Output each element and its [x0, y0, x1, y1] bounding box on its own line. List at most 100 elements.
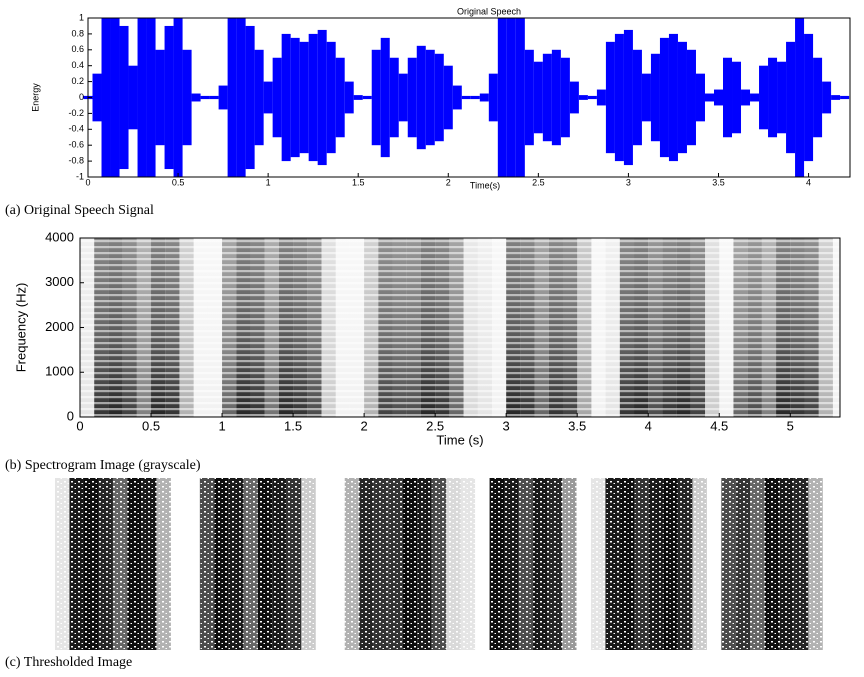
y-tick-label: 0.6 [71, 44, 84, 54]
amplitude-bar [453, 86, 462, 110]
amplitude-bar [651, 54, 660, 141]
amplitude-bar [759, 66, 768, 130]
x-tick-label: 1 [218, 418, 225, 433]
y-tick-label: 0.2 [71, 76, 84, 86]
x-tick-label: 0.5 [142, 418, 160, 433]
amplitude-bar [165, 26, 174, 169]
amplitude-bar [552, 50, 561, 145]
x-tick-label: 3.5 [712, 177, 725, 187]
amplitude-bar [606, 42, 615, 153]
y-tick-label: 2000 [45, 319, 74, 334]
amplitude-bar [444, 66, 453, 130]
x-tick-label: 2.5 [532, 177, 545, 187]
amplitude-bar [471, 96, 480, 99]
amplitude-bar [507, 18, 516, 177]
x-tick-label: 3 [503, 418, 510, 433]
amplitude-bar [264, 82, 273, 114]
amplitude-bar [489, 74, 498, 122]
y-tick-label: 3000 [45, 274, 74, 289]
amplitude-bar [786, 42, 795, 153]
amplitude-bar [255, 50, 264, 145]
amplitude-bar [363, 96, 372, 99]
y-axis-label: Energy [30, 83, 40, 112]
amplitude-bar [192, 94, 201, 102]
amplitude-bar [777, 62, 786, 134]
x-tick-label: 2 [446, 177, 451, 187]
amplitude-bar [723, 58, 732, 138]
x-tick-label: 0 [76, 418, 83, 433]
amplitude-bar [129, 66, 138, 130]
amplitude-bar [822, 82, 831, 114]
amplitude-bar [426, 50, 435, 145]
figure: 00.511.522.533.54-1-0.8-0.6-0.4-0.200.20… [0, 0, 864, 677]
amplitude-bar [561, 58, 570, 138]
y-tick-label: -0.2 [68, 108, 84, 118]
amplitude-bar [633, 50, 642, 145]
harmonic-stripes [80, 238, 840, 417]
x-tick-label: 1.5 [284, 418, 302, 433]
amplitude-bar [669, 34, 678, 161]
x-tick-label: 3.5 [568, 418, 586, 433]
y-tick-label: -0.8 [68, 155, 84, 165]
amplitude-bar [300, 42, 309, 153]
amplitude-bar [120, 26, 129, 169]
x-tick-label: 0.5 [172, 177, 185, 187]
amplitude-bar [228, 18, 237, 177]
caption: (c) Thresholded Image [5, 655, 132, 670]
amplitude-bar [174, 18, 183, 177]
amplitude-bar [534, 62, 543, 134]
amplitude-bar [138, 18, 147, 177]
amplitude-bar [327, 42, 336, 153]
caption: (b) Spectrogram Image (grayscale) [5, 458, 201, 473]
y-tick-label: -1 [76, 171, 84, 181]
amplitude-bar [318, 30, 327, 165]
amplitude-bar [183, 50, 192, 145]
x-tick-label: 3 [626, 177, 631, 187]
threshold-speckle [55, 478, 830, 650]
amplitude-bar [408, 58, 417, 138]
amplitude-bar [282, 34, 291, 161]
amplitude-bar [516, 18, 525, 177]
y-tick-label: 4000 [45, 229, 74, 244]
amplitude-bar [102, 18, 111, 177]
x-tick-label: 2.5 [426, 418, 444, 433]
amplitude-bar [111, 18, 120, 177]
x-tick-label: 2 [360, 418, 367, 433]
y-tick-label: 0.4 [71, 60, 84, 70]
amplitude-bar [435, 54, 444, 141]
amplitude-bar [831, 95, 840, 100]
amplitude-bar [381, 38, 390, 157]
amplitude-bar [768, 58, 777, 138]
x-tick-label: 4.5 [710, 418, 728, 433]
y-tick-label: 0 [67, 408, 74, 423]
chart-title: Original Speech [457, 6, 521, 16]
amplitude-bar [570, 82, 579, 114]
amplitude-bar [804, 34, 813, 161]
amplitude-bar [696, 74, 705, 122]
x-axis-label: Time(s) [470, 180, 500, 190]
amplitude-bar [813, 58, 822, 138]
amplitude-bar [201, 96, 210, 99]
amplitude-bar [597, 90, 606, 106]
amplitude-bar [462, 96, 471, 99]
amplitude-bar [732, 62, 741, 134]
amplitude-bar [678, 42, 687, 153]
amplitude-bar [390, 58, 399, 138]
amplitude-bar [525, 50, 534, 145]
x-tick-label: 1 [266, 177, 271, 187]
amplitude-bar [480, 94, 489, 102]
amplitude-bar [714, 90, 723, 106]
y-axis-label: Frequency (Hz) [13, 283, 28, 373]
amplitude-bar [336, 58, 345, 138]
y-tick-label: 0 [79, 92, 84, 102]
amplitude-bar [246, 26, 255, 169]
amplitude-bar [642, 74, 651, 122]
amplitude-bar [795, 18, 804, 177]
amplitude-bar [354, 95, 363, 100]
x-tick-label: 0 [85, 177, 90, 187]
amplitude-bar [579, 95, 588, 100]
amplitude-bar [840, 96, 849, 99]
y-tick-label: 0.8 [71, 28, 84, 38]
amplitude-bar [624, 30, 633, 165]
amplitude-bar [237, 18, 246, 177]
